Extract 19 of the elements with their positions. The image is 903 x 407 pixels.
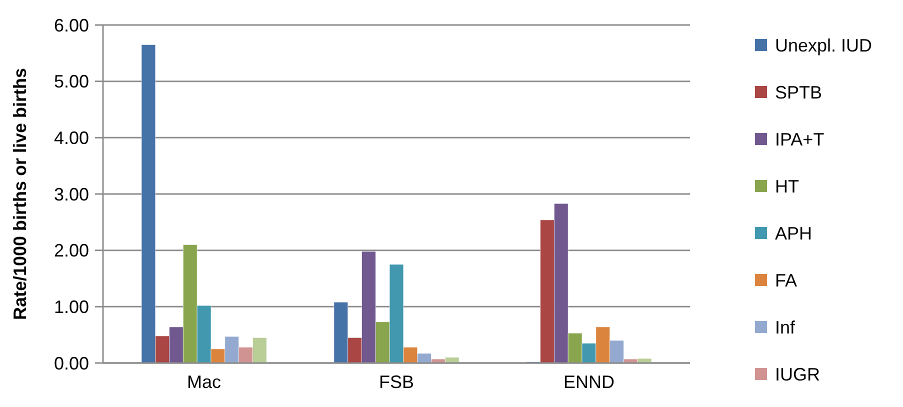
y-tick-label: 0.00 [54,353,89,374]
legend-label: Unexpl. IUD [775,35,872,56]
y-tick-label: 4.00 [54,128,89,148]
y-tick-label: 6.00 [54,15,89,36]
y-axis-title: Rate/1000 births or live births [10,68,30,320]
y-tick-label: 2.00 [54,240,89,261]
legend-label: FA [775,270,798,290]
x-tick-label: FSB [378,372,414,392]
legend-label: HT [775,176,799,196]
y-tick-label: 1.00 [54,296,89,317]
legend-label: SPTB [775,82,822,102]
legend-label: APH [775,223,812,244]
legend-label: Inf [775,317,796,338]
y-tick-label: 3.00 [54,184,89,204]
x-tick-label: ENND [563,372,614,392]
x-tick-label: Mac [187,372,222,392]
y-tick-label: 5.00 [54,72,89,92]
legend-label: IPA+T [775,129,824,150]
legend-label: IUGR [775,364,820,384]
